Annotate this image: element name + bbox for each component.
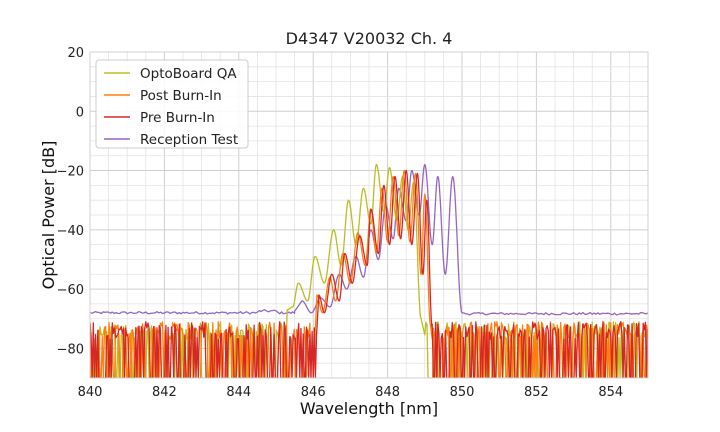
series-layer [90,163,648,378]
x-tick-label: 846 [301,385,326,400]
x-tick-label: 848 [375,385,400,400]
series-line [90,169,648,378]
legend-box [95,59,249,149]
x-tick-label: 850 [450,385,475,400]
x-tick-label: 844 [226,385,251,400]
y-tick-label: −60 [57,283,84,298]
x-tick-label: 852 [524,385,549,400]
legend-entry: Pre Burn-In [140,110,215,126]
plot-frame [89,51,649,379]
y-tick-label: −20 [57,165,84,180]
y-tick-label: −40 [57,224,84,239]
legend-entry: Post Burn-In [140,88,222,104]
legend-entry: OptoBoard QA [140,66,237,82]
chart-title: D4347 V20032 Ch. 4 [286,29,453,48]
x-tick-label: 854 [598,385,623,400]
x-tick-label: 840 [78,385,103,400]
x-tick-label: 842 [152,385,177,400]
y-tick-labels: 20 0 −20 −40 −60 −80 [57,46,84,357]
series-line [90,169,648,378]
y-tick-label: 20 [67,46,84,61]
y-tick-label: 0 [76,105,84,120]
x-axis-label: Wavelength [nm] [300,399,438,418]
legend: OptoBoard QA Post Burn-In Pre Burn-In Recep… [95,59,249,149]
y-axis-label: Optical Power [dB] [39,141,58,290]
y-tick-label: −80 [57,342,84,357]
legend-entry: Reception Test [140,132,238,148]
x-tick-labels: 840 842 844 846 848 850 852 854 [78,385,624,400]
